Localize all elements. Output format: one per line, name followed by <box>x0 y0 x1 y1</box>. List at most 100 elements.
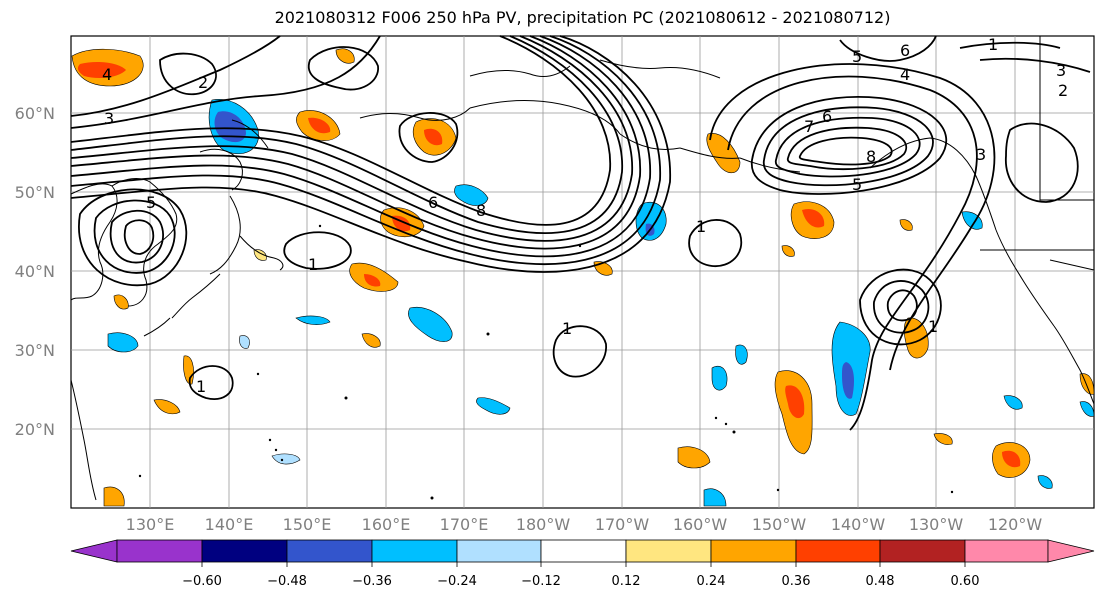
contour-label: 6 <box>822 107 832 126</box>
contour-label: 8 <box>866 147 876 166</box>
precip-positive-area <box>781 245 795 257</box>
contour-label: 8 <box>476 201 486 220</box>
precip-positive-area <box>677 446 711 469</box>
lon-label: 150°E <box>282 515 332 534</box>
contour-label: 1 <box>928 317 938 336</box>
lon-label: 130°E <box>125 515 175 534</box>
precip-negative-area <box>703 488 727 507</box>
lon-label: 170°E <box>439 515 489 534</box>
contour-label: 1 <box>562 319 572 338</box>
contour-label: 1 <box>988 35 998 54</box>
colorbar-tick-label: 0.36 <box>781 574 811 589</box>
lon-label: 150°W <box>751 515 807 534</box>
contour-label: 5 <box>852 47 862 66</box>
contour-label: 3 <box>976 145 986 164</box>
colorbar-tick-label: −0.60 <box>182 574 222 589</box>
contour-label: 3 <box>104 109 114 128</box>
contour-label: 7 <box>804 117 814 136</box>
contour-label: 4 <box>102 65 112 84</box>
precip-negative-area <box>295 315 331 325</box>
coastlines <box>70 36 1095 501</box>
precip-positive-core <box>802 208 825 228</box>
colorbar-extend-low <box>70 539 118 563</box>
colorbar-segment <box>456 539 542 563</box>
precip-negative-core <box>214 111 246 143</box>
precip-positive-area <box>933 433 953 445</box>
colorbar-tick-label: −0.48 <box>267 574 307 589</box>
precip-positive-area <box>253 249 267 261</box>
colorbar <box>70 539 1095 567</box>
colorbar-extend-high <box>1047 539 1095 563</box>
precip-positive-area <box>899 219 913 231</box>
precip-positive-area <box>103 486 125 507</box>
precip-positive-core <box>77 62 126 78</box>
precip-positive-area <box>153 399 181 415</box>
precip-negative-area <box>1037 475 1053 489</box>
precip-negative-area <box>711 366 728 391</box>
colorbar-segment <box>625 539 712 563</box>
lat-label: 50°N <box>14 183 55 202</box>
colorbar-tick-label: 0.60 <box>950 574 980 589</box>
precip-negative-area <box>454 184 489 206</box>
colorbar-segment <box>795 539 881 563</box>
lon-label: 160°W <box>672 515 728 534</box>
precip-negative-core <box>842 362 854 399</box>
lon-label: 160°E <box>361 515 411 534</box>
colorbar-tick-label: 0.48 <box>865 574 895 589</box>
precip-negative-area <box>635 202 667 241</box>
precip-positive-area <box>361 333 381 348</box>
lon-label: 140°W <box>830 515 886 534</box>
colorbar-tick-label: 0.12 <box>611 574 641 589</box>
colorbar-tick-label: −0.24 <box>437 574 477 589</box>
contour-label: 1 <box>308 255 318 274</box>
colorbar-tick-label: −0.12 <box>521 574 561 589</box>
precip-positive-area <box>335 48 355 64</box>
colorbar-segment <box>116 539 203 563</box>
lon-label: 180°W <box>515 515 571 534</box>
precip-positive-core <box>785 385 805 419</box>
precip-positive-core <box>1002 450 1021 468</box>
lon-label: 170°W <box>594 515 650 534</box>
contour-label: 5 <box>852 175 862 194</box>
lon-label: 130°W <box>908 515 964 534</box>
contour-label: 4 <box>900 65 910 84</box>
precip-negative-area <box>107 332 139 353</box>
colorbar-segment <box>371 539 458 563</box>
lat-label: 30°N <box>14 341 55 360</box>
contour-label: 6 <box>428 193 438 212</box>
contour-label: 1 <box>696 217 706 236</box>
colorbar-segment <box>710 539 797 563</box>
colorbar-segment <box>879 539 966 563</box>
lon-label: 120°W <box>987 515 1043 534</box>
lat-label: 40°N <box>14 262 55 281</box>
contour-label: 2 <box>198 73 208 92</box>
map-title: 2021080312 F006 250 hPa PV, precipitatio… <box>274 8 891 27</box>
lat-label: 60°N <box>14 104 55 123</box>
precip-negative-area <box>239 335 250 349</box>
contour-label: 2 <box>1058 81 1068 100</box>
precip-negative-area <box>1003 395 1023 410</box>
contour-label: 3 <box>1056 61 1066 80</box>
contour-labels: 4 2 3 1 5 6 8 1 1 1 5 6 4 3 2 1 3 8 5 6 … <box>102 35 1068 396</box>
contour-label: 6 <box>900 41 910 60</box>
island-dots <box>138 224 954 500</box>
lat-label: 20°N <box>14 420 55 439</box>
colorbar-segment <box>286 539 373 563</box>
pv-contours <box>70 35 1091 431</box>
lon-label: 140°E <box>204 515 254 534</box>
colorbar-segment <box>964 539 1049 563</box>
precip-negative-area <box>1079 401 1095 417</box>
contour-label: 5 <box>146 193 156 212</box>
precip-positive-core <box>308 117 331 134</box>
precip-negative-area <box>408 306 453 342</box>
contour-label: 1 <box>196 377 206 396</box>
precip-positive-area <box>113 294 129 310</box>
precip-negative-area <box>735 344 748 365</box>
precip-positive-core <box>364 274 381 287</box>
precip-positive-area <box>706 133 741 174</box>
precip-positive-core <box>424 128 443 146</box>
colorbar-segment <box>201 539 288 563</box>
colorbar-segment <box>540 539 627 563</box>
precip-negative-area <box>476 397 511 415</box>
